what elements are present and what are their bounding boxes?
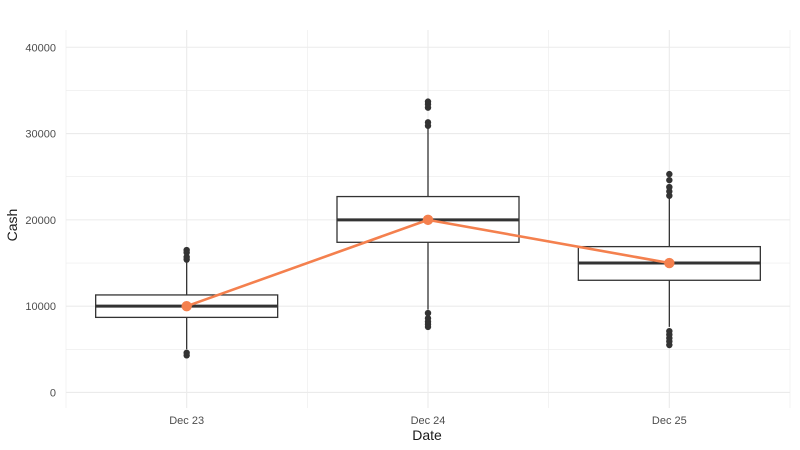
box-plots xyxy=(95,98,761,359)
x-tick-label: Dec 25 xyxy=(652,415,687,427)
outlier-point xyxy=(666,327,673,335)
outlier-point xyxy=(666,183,673,191)
series-point xyxy=(664,257,675,269)
y-axis-title: Cash xyxy=(4,209,20,242)
x-tick-label: Dec 23 xyxy=(169,415,204,427)
y-tick-label: 20000 xyxy=(25,215,56,227)
y-tick-label: 40000 xyxy=(25,42,56,54)
mean-line-series xyxy=(181,214,675,312)
x-axis-title: Date xyxy=(412,427,442,443)
outlier-point xyxy=(424,315,432,322)
outlier-point xyxy=(666,170,673,178)
outlier-point xyxy=(666,176,673,184)
series-point xyxy=(181,300,192,312)
outlier-point xyxy=(424,98,432,105)
outlier-point xyxy=(183,246,190,254)
y-tick-label: 30000 xyxy=(25,129,56,141)
outlier-point xyxy=(424,309,432,317)
series-point xyxy=(422,214,434,226)
x-tick-label: Dec 24 xyxy=(411,415,446,427)
y-tick-label: 0 xyxy=(50,387,56,399)
y-tick-label: 10000 xyxy=(25,301,56,313)
outlier-point xyxy=(424,119,432,126)
outlier-point xyxy=(183,349,190,356)
axes: 0 10000 20000 30000 40000 Dec 23 Dec 24 Dec 25 xyxy=(25,42,686,427)
